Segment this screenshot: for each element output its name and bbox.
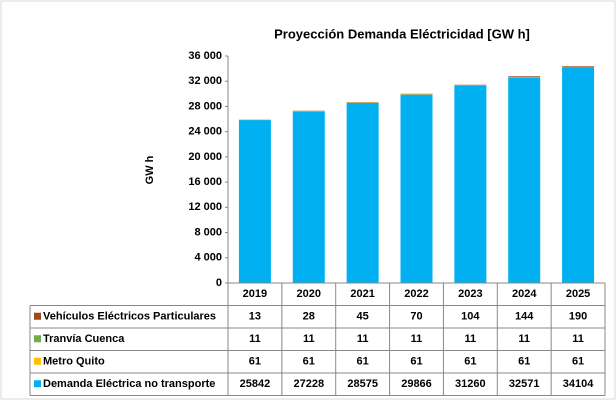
x-tick-label: 2020: [297, 288, 321, 300]
legend-label: Metro Quito: [43, 356, 105, 368]
table-value: 144: [515, 311, 534, 323]
table-value: 61: [249, 356, 261, 368]
legend-swatch: [34, 335, 41, 343]
x-tick-label: 2024: [512, 288, 537, 300]
bar-segment: [454, 85, 487, 283]
y-tick-label: 0: [216, 277, 222, 289]
table-value: 25842: [240, 378, 271, 390]
x-tick-label: 2022: [404, 288, 428, 300]
y-tick-label: 32 000: [188, 75, 222, 87]
table-value: 11: [518, 333, 530, 345]
table-value: 34104: [563, 378, 594, 390]
table-value: 11: [411, 333, 423, 345]
x-tick-label: 2025: [566, 288, 590, 300]
chart-title: Proyección Demanda Eléctricidad [GW h]: [274, 26, 530, 41]
table-value: 45: [357, 311, 369, 323]
y-tick-label: 16 000: [188, 176, 222, 188]
y-axis-label: GW h: [144, 155, 156, 184]
table-value: 61: [572, 356, 584, 368]
table-value: 104: [461, 311, 480, 323]
table-value: 11: [303, 333, 315, 345]
x-tick-label: 2019: [243, 288, 267, 300]
table-value: 11: [249, 333, 261, 345]
table-value: 28575: [347, 378, 378, 390]
bar-segment: [292, 111, 325, 283]
table-value: 61: [464, 356, 476, 368]
table-value: 61: [410, 356, 422, 368]
table-value: 32571: [509, 378, 540, 390]
table-value: 28: [303, 311, 315, 323]
table-value: 13: [249, 311, 261, 323]
legend-swatch: [34, 357, 41, 365]
y-tick-label: 36 000: [188, 50, 222, 62]
bar-segment: [238, 120, 271, 283]
y-tick-label: 20 000: [188, 151, 222, 163]
table-value: 11: [572, 333, 584, 345]
bar-segment: [346, 102, 379, 283]
table-value: 61: [303, 356, 315, 368]
table-value: 11: [465, 333, 477, 345]
x-tick-label: 2023: [458, 288, 482, 300]
legend-label: Vehículos Eléctricos Particulares: [43, 311, 216, 323]
bar-segment: [562, 66, 595, 68]
table-value: 190: [569, 311, 587, 323]
table-value: 27228: [293, 378, 324, 390]
table-value: 61: [357, 356, 369, 368]
y-tick-label: 8 000: [194, 226, 222, 238]
table-value: 29866: [401, 378, 432, 390]
bar-segment: [508, 77, 541, 283]
bar-segment: [400, 94, 433, 283]
bar-segment: [562, 67, 595, 284]
x-tick-label: 2021: [350, 288, 374, 300]
table-value: 61: [518, 356, 530, 368]
bar-segment: [454, 84, 487, 86]
legend-swatch: [34, 312, 41, 320]
y-tick-label: 4 000: [194, 252, 222, 264]
table-value: 70: [410, 311, 422, 323]
legend-label: Demanda Eléctrica no transporte: [43, 378, 215, 390]
bar-segment: [508, 76, 541, 78]
legend-label: Tranvía Cuenca: [43, 333, 125, 345]
table-value: 31260: [455, 378, 486, 390]
legend-swatch: [34, 380, 41, 388]
table-value: 11: [357, 333, 369, 345]
y-tick-label: 12 000: [188, 201, 222, 213]
y-tick-label: 24 000: [188, 126, 222, 138]
y-tick-label: 28 000: [188, 100, 222, 112]
